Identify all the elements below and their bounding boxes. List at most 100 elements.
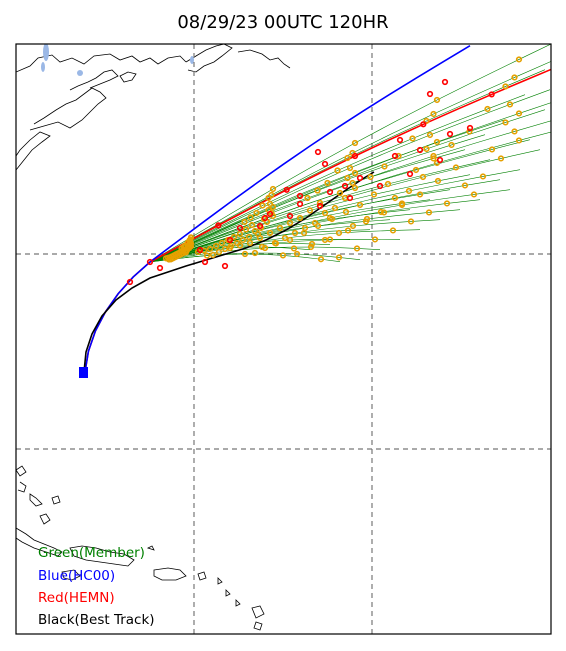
member-track-point <box>398 200 406 207</box>
member-track-point <box>515 56 523 63</box>
member-track-point <box>430 152 437 160</box>
member-track-point <box>416 191 424 198</box>
hemn-member-point <box>201 258 209 266</box>
member-track-point <box>251 249 259 257</box>
member-track-point <box>342 208 350 216</box>
map-frame <box>15 43 552 635</box>
member-track-point <box>321 209 329 217</box>
hemn-member-point <box>446 130 454 138</box>
member-track-point <box>236 242 244 249</box>
member-track-point <box>419 173 427 181</box>
member-track-point <box>328 215 336 223</box>
start-marker <box>85 367 88 374</box>
member-track-point <box>511 128 518 135</box>
lakes <box>41 44 194 76</box>
member-track-point <box>307 243 315 251</box>
member-track-point <box>461 182 469 189</box>
member-track-point <box>452 164 460 171</box>
member-track-point <box>356 201 364 209</box>
map-background <box>16 44 551 634</box>
hemn-member-point <box>261 214 269 222</box>
member-track-point <box>381 163 388 170</box>
member-track-point <box>389 227 397 234</box>
hemn-member-point <box>466 124 474 132</box>
member-track-point <box>272 240 280 247</box>
member-track-point <box>497 155 505 162</box>
member-track-point <box>245 233 253 241</box>
legend-best-track: Black(Best Track) <box>38 612 155 628</box>
start-marker <box>82 371 85 378</box>
member-track-point <box>248 221 256 229</box>
start-marker <box>85 371 88 378</box>
hemn-track-point <box>283 186 290 193</box>
hemn-member-point <box>316 202 324 210</box>
hemn-track-point <box>351 152 359 160</box>
member-track-point <box>239 236 247 244</box>
hemn-member-point <box>416 146 424 154</box>
hemn-track-point <box>146 258 154 266</box>
member-track-point <box>405 187 413 195</box>
member-track-point <box>308 240 316 248</box>
member-track-point <box>351 139 359 147</box>
member-track-point <box>430 110 437 118</box>
member-track-point <box>353 245 361 252</box>
member-track-point <box>314 187 321 194</box>
member-track-point <box>346 164 354 172</box>
member-track-point <box>259 202 266 209</box>
member-track-point <box>209 251 217 259</box>
member-track-point <box>412 166 420 174</box>
member-track-point <box>433 96 441 104</box>
gridlines <box>16 44 551 634</box>
member-track-point <box>286 236 294 244</box>
member-track-point <box>367 173 374 181</box>
legend-hc00: Blue(HC00) <box>38 568 116 584</box>
hemn-member-point <box>426 90 434 98</box>
member-track-point <box>261 244 269 252</box>
member-track-point <box>304 194 311 202</box>
hemn-member-point <box>441 78 449 86</box>
member-track-point <box>470 191 478 198</box>
member-track-point <box>247 214 254 221</box>
member-track-point <box>306 207 314 214</box>
member-track-point <box>251 227 259 235</box>
hemn-member-point <box>296 192 304 200</box>
member-track-point <box>395 152 402 160</box>
member-track-point <box>324 179 331 187</box>
hemn-member-point <box>321 160 329 168</box>
hemn-member-point <box>221 262 229 270</box>
member-track-point <box>448 141 455 149</box>
member-track-point <box>265 194 272 202</box>
member-track-point <box>335 229 343 237</box>
member-track-point <box>281 234 289 242</box>
member-track-point <box>242 226 250 233</box>
member-track-point <box>162 255 170 262</box>
hemn-member-point <box>236 224 244 232</box>
member-track-point <box>276 224 284 232</box>
legend-member: Green(Member) <box>38 545 145 561</box>
track-markers <box>79 56 523 378</box>
member-track-point <box>515 137 523 144</box>
member-track-point <box>230 233 238 241</box>
member-track-point <box>269 185 277 193</box>
member-track-point <box>286 219 294 227</box>
hemn-member-point <box>266 210 274 218</box>
member-track-point <box>349 222 357 230</box>
member-track-point <box>335 254 343 261</box>
member-track-point <box>511 74 518 81</box>
member-track-point <box>409 135 416 142</box>
member-track-point <box>515 110 523 117</box>
member-track-point <box>226 244 234 252</box>
member-track-point <box>370 191 378 198</box>
member-track-point <box>203 252 211 259</box>
member-track-point <box>488 146 496 153</box>
member-track-point <box>300 229 308 237</box>
member-track-point <box>502 83 509 90</box>
hemn-member-point <box>314 148 322 156</box>
caribbean-islands <box>16 465 265 631</box>
hemn-member-point <box>341 182 349 190</box>
member-track-point <box>241 218 248 226</box>
member-track-point <box>380 209 388 216</box>
member-track-point <box>423 145 430 153</box>
member-track-point <box>296 214 304 222</box>
member-track-point <box>391 194 399 202</box>
